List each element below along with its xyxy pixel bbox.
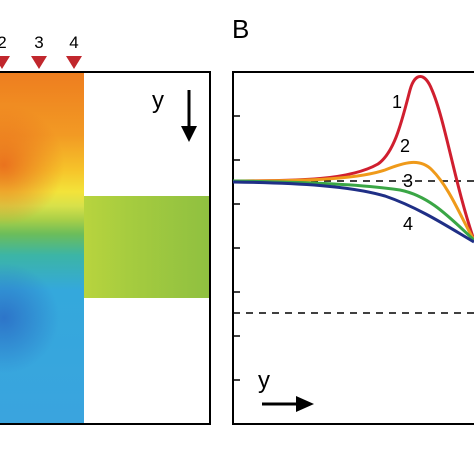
curve-label-2: 2 <box>400 136 410 156</box>
channel-coldspot <box>0 247 84 424</box>
curve-label-1: 1 <box>392 92 402 112</box>
right-arrow-icon <box>296 396 314 412</box>
curve-1 <box>232 75 474 241</box>
curve-label-4: 4 <box>403 214 413 234</box>
panel-b-letter: B <box>232 14 249 44</box>
channel-hotspot <box>0 72 84 247</box>
marker-triangle-3 <box>31 56 47 69</box>
panel-b: B 1 2 3 4 y <box>232 14 474 425</box>
panel-a-frame <box>0 71 211 425</box>
curve-4 <box>232 180 474 244</box>
left-axis-ticks <box>233 115 240 381</box>
marker-label-2: 2 <box>0 33 7 52</box>
side-arm-field <box>84 196 210 298</box>
panel-b-axis-label: y <box>258 367 270 394</box>
panel-a-axis-label: y <box>152 87 164 114</box>
marker-label-4: 4 <box>69 33 78 52</box>
marker-triangle-2 <box>0 56 10 69</box>
curve-2 <box>232 161 474 241</box>
curve-label-3: 3 <box>403 171 413 191</box>
panel-a: 2 3 4 y <box>0 33 211 425</box>
marker-triangle-4 <box>66 56 82 69</box>
down-arrow-icon <box>181 126 197 142</box>
marker-label-3: 3 <box>34 33 43 52</box>
